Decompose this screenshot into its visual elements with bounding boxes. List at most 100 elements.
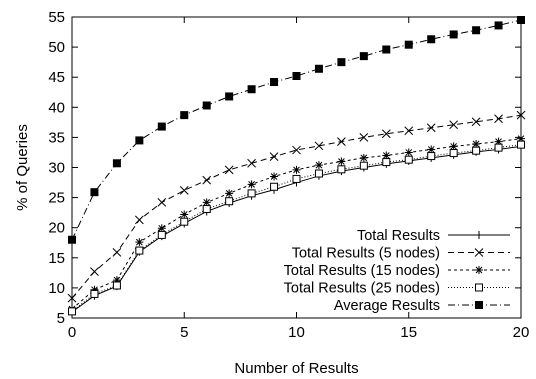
data-point xyxy=(135,238,144,247)
data-point xyxy=(292,174,301,183)
data-point xyxy=(180,210,189,219)
data-point xyxy=(202,198,211,207)
y-tick-label: 50 xyxy=(48,39,65,56)
data-point xyxy=(68,307,76,316)
legend-marker xyxy=(475,231,483,239)
data-point xyxy=(427,152,436,161)
data-point xyxy=(157,224,166,233)
data-point xyxy=(449,120,459,130)
legend-label: Total Results (25 nodes) xyxy=(284,281,440,297)
data-point xyxy=(90,289,99,298)
data-point xyxy=(269,152,279,162)
data-point xyxy=(225,197,234,206)
y-tick-label: 45 xyxy=(48,69,65,86)
data-point xyxy=(382,158,391,167)
data-point xyxy=(382,45,391,54)
y-tick-label: 25 xyxy=(48,190,65,207)
data-point xyxy=(292,145,301,155)
data-point xyxy=(494,137,503,146)
data-point xyxy=(270,172,279,181)
x-tick-label: 0 xyxy=(68,324,76,341)
data-point xyxy=(225,189,234,198)
y-axis-label: % of Queries xyxy=(14,124,31,211)
data-point xyxy=(202,101,211,110)
legend-label: Total Results xyxy=(357,228,440,244)
data-point xyxy=(67,293,77,303)
legend-item: Total Results (15 nodes) xyxy=(284,263,510,279)
data-point xyxy=(134,215,144,225)
series-total-results-5-nodes xyxy=(67,110,526,303)
data-point xyxy=(517,134,525,143)
legend-label: Total Results (5 nodes) xyxy=(292,246,440,262)
legend-item: Average Results xyxy=(334,298,510,314)
x-axis-label: Number of Results xyxy=(234,360,358,377)
data-point xyxy=(516,110,526,120)
data-point xyxy=(427,145,436,154)
series-total-results-25-nodes xyxy=(68,140,525,316)
data-point xyxy=(404,148,413,157)
data-point xyxy=(292,71,301,80)
y-tick-label: 5 xyxy=(57,310,65,327)
data-point xyxy=(90,188,99,197)
data-point xyxy=(517,16,525,25)
data-point xyxy=(359,133,369,142)
y-tick-label: 15 xyxy=(48,250,65,267)
data-point xyxy=(180,217,189,226)
data-point xyxy=(157,230,166,239)
data-point xyxy=(426,123,436,133)
data-point xyxy=(135,246,144,255)
legend-label: Average Results xyxy=(334,298,440,314)
data-point xyxy=(449,30,458,39)
x-tick-label: 20 xyxy=(513,324,530,341)
series-average-results xyxy=(68,16,525,244)
data-point xyxy=(180,111,189,120)
y-tick-label: 35 xyxy=(48,129,65,146)
data-point xyxy=(225,92,234,101)
data-point xyxy=(314,169,323,178)
data-point xyxy=(337,165,346,174)
data-point xyxy=(359,153,368,162)
legend-marker xyxy=(475,266,483,274)
data-point xyxy=(270,78,279,87)
data-point xyxy=(112,281,121,290)
series-line xyxy=(71,19,522,240)
x-tick-label: 15 xyxy=(400,324,417,341)
data-point xyxy=(517,140,525,149)
data-point xyxy=(314,64,323,73)
data-point xyxy=(112,276,121,285)
data-point xyxy=(247,189,256,198)
y-tick-label: 20 xyxy=(48,220,65,237)
data-point xyxy=(247,158,256,168)
legend-label: Total Results (15 nodes) xyxy=(284,263,440,279)
data-point xyxy=(337,58,346,67)
data-point xyxy=(270,182,279,191)
data-point xyxy=(292,165,301,174)
data-point xyxy=(471,117,481,127)
data-point xyxy=(381,129,391,139)
data-point xyxy=(404,40,413,49)
legend-marker xyxy=(475,301,483,309)
x-tick-label: 5 xyxy=(180,324,188,341)
data-point xyxy=(135,136,144,145)
data-point xyxy=(68,235,76,244)
legend-marker xyxy=(474,248,484,257)
data-point xyxy=(179,186,189,195)
data-point xyxy=(494,21,503,30)
data-point xyxy=(90,267,99,276)
data-point xyxy=(427,35,436,44)
y-tick-label: 30 xyxy=(48,160,65,177)
y-tick-label: 10 xyxy=(48,280,65,297)
data-point xyxy=(404,155,413,164)
data-point xyxy=(404,126,414,136)
data-point xyxy=(449,149,458,158)
data-point xyxy=(472,140,481,149)
data-point xyxy=(359,52,368,61)
legend-item: Total Results (25 nodes) xyxy=(284,281,510,297)
data-point xyxy=(224,165,234,175)
x-tick-label: 10 xyxy=(288,324,305,341)
y-tick-label: 40 xyxy=(48,99,65,116)
data-point xyxy=(472,26,481,35)
